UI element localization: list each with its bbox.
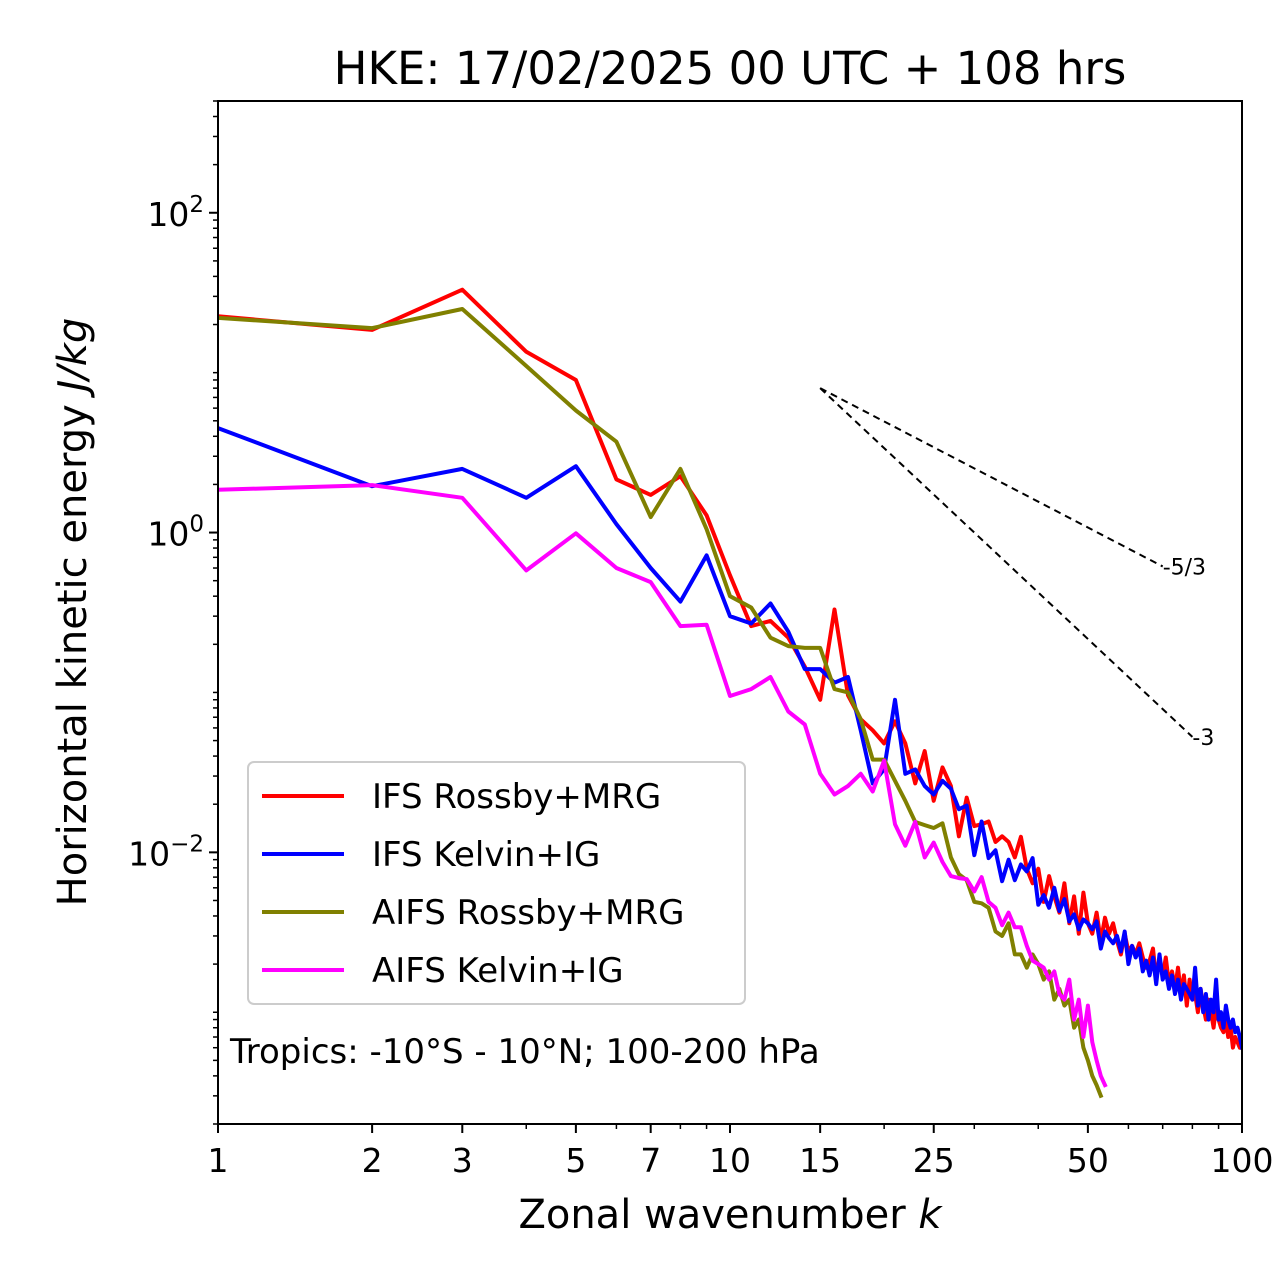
reference-line-label-1: -5/3 [1163, 555, 1206, 580]
reference-line-2 [819, 387, 1194, 738]
legend-label-aifs-rossby-mrg: AIFS Rossby+MRG [372, 893, 684, 933]
series-layer [218, 287, 1242, 1099]
reference-lines: -5/3 -3 [819, 387, 1214, 751]
legend-label-ifs-rossby-mrg: IFS Rossby+MRG [372, 777, 661, 817]
x-tick-label: 5 [565, 1141, 586, 1180]
chart-title: HKE: 17/02/2025 00 UTC + 108 hrs [334, 42, 1127, 95]
reference-line-label-2: -3 [1192, 726, 1214, 751]
x-tick-label: 50 [1067, 1141, 1109, 1180]
x-tick-label: 1 [208, 1141, 229, 1180]
x-tick-label: 7 [640, 1141, 661, 1180]
x-tick-label: 15 [799, 1141, 841, 1180]
y-axis-ticks: 102 100 10−2 [128, 100, 218, 1125]
x-tick-label: 2 [362, 1141, 383, 1180]
x-tick-label: 3 [452, 1141, 473, 1180]
series-line-aifs-kelvin-ig [218, 483, 1108, 1088]
region-annotation: Tropics: -10°S - 10°N; 100-200 hPa [229, 1032, 820, 1072]
reference-line-1 [819, 387, 1164, 568]
y-axis-label-italic: J/kg [50, 318, 96, 399]
legend-label-ifs-kelvin-ig: IFS Kelvin+IG [372, 835, 600, 875]
x-axis-label-italic: k [918, 1192, 943, 1238]
y-tick-label: 100 [147, 512, 204, 554]
x-axis-ticks: 1 2 3 5 7 10 15 25 50 100 [208, 1124, 1274, 1180]
legend-label-aifs-kelvin-ig: AIFS Kelvin+IG [372, 951, 624, 991]
y-tick-label: 10−2 [128, 831, 204, 873]
x-axis-label: Zonal wavenumber k [518, 1192, 943, 1238]
x-tick-label: 10 [709, 1141, 751, 1180]
y-tick-label: 102 [147, 192, 204, 234]
x-tick-label: 100 [1211, 1141, 1274, 1180]
legend-box [247, 761, 746, 1005]
y-axis-label-main: Horizontal kinetic energy [50, 392, 96, 907]
y-axis-label: Horizontal kinetic energy J/kg [50, 318, 96, 907]
x-axis-label-main: Zonal wavenumber [518, 1192, 918, 1238]
legend: IFS Rossby+MRG IFS Kelvin+IG AIFS Rossby+M… [247, 761, 746, 1005]
x-tick-label: 25 [913, 1141, 955, 1180]
